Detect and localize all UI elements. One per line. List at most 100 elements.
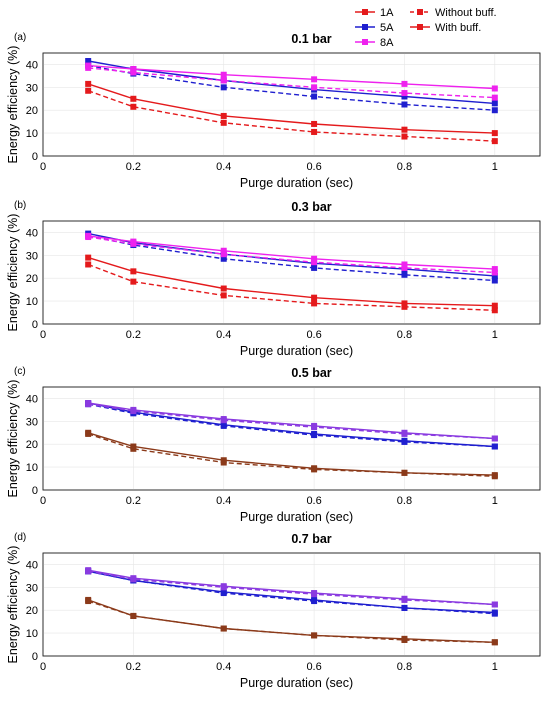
series-line xyxy=(88,570,495,614)
chart-panel: 0 10 20 30 40 0 0.2 0.4 0.6 0.8 1 (d) 0.7 bar Purge d… xyxy=(6,532,541,690)
data-point xyxy=(401,604,408,611)
data-point xyxy=(311,255,318,262)
series-group xyxy=(85,230,498,314)
x-tick-label: 0.2 xyxy=(126,329,141,341)
y-axis-label: Energy efficiency (%) xyxy=(6,380,20,498)
legend-entry: With buff. xyxy=(410,22,481,34)
series-line xyxy=(87,90,495,142)
series-line xyxy=(88,67,495,99)
series-line xyxy=(87,600,495,643)
data-point xyxy=(130,66,137,73)
y-tick-label: 20 xyxy=(26,105,38,117)
data-point xyxy=(220,119,227,126)
y-tick-label: 30 xyxy=(26,582,38,594)
legend-label: 5A xyxy=(380,22,394,34)
plot-frame xyxy=(42,220,541,325)
series-line xyxy=(88,569,495,606)
x-tick-label: 0.6 xyxy=(306,661,321,673)
legend-entry: Without buff. xyxy=(410,7,497,19)
data-point xyxy=(130,278,137,285)
legend-label: 1A xyxy=(380,7,394,19)
series-line xyxy=(88,402,495,448)
data-point xyxy=(311,259,318,266)
data-point xyxy=(401,261,408,268)
data-point xyxy=(85,58,92,65)
data-point xyxy=(220,625,227,632)
data-point xyxy=(401,596,408,603)
data-point xyxy=(491,107,498,114)
data-point xyxy=(311,76,318,83)
legend-entry: 5A xyxy=(355,22,394,34)
x-axis-label: Purge duration (sec) xyxy=(240,676,353,690)
data-point xyxy=(401,126,408,133)
panel-label: (c) xyxy=(14,366,26,377)
data-point xyxy=(130,445,137,452)
x-tick-label: 0 xyxy=(40,161,46,173)
data-point xyxy=(311,432,318,439)
series-line xyxy=(87,433,495,477)
y-tick-label: 10 xyxy=(26,128,38,140)
data-point xyxy=(130,612,137,619)
data-point xyxy=(130,408,137,415)
plot-area xyxy=(42,552,541,657)
x-tick-label: 0 xyxy=(40,661,46,673)
x-tick-label: 0.4 xyxy=(216,161,231,173)
data-point xyxy=(311,632,318,639)
x-tick-label: 0 xyxy=(40,495,46,507)
data-point xyxy=(220,285,227,292)
data-point xyxy=(401,271,408,278)
x-tick-label: 0.8 xyxy=(397,329,412,341)
x-tick-label: 1 xyxy=(492,495,498,507)
x-tick-label: 0.2 xyxy=(126,495,141,507)
plot-area xyxy=(42,386,541,491)
data-point xyxy=(85,598,92,605)
data-point xyxy=(401,636,408,643)
y-tick-label: 0 xyxy=(32,651,38,663)
data-point xyxy=(311,264,318,271)
data-point xyxy=(491,610,498,617)
data-point xyxy=(491,130,498,137)
y-tick-label: 20 xyxy=(26,605,38,617)
x-tick-label: 0.6 xyxy=(306,161,321,173)
data-point xyxy=(491,269,498,276)
y-axis-label: Energy efficiency (%) xyxy=(6,546,20,664)
data-point xyxy=(491,639,498,646)
series-line xyxy=(88,235,495,270)
data-point xyxy=(85,430,92,437)
x-tick-label: 0.2 xyxy=(126,161,141,173)
data-point xyxy=(401,101,408,108)
plot-frame xyxy=(42,552,541,657)
chart-panel: 0 10 20 30 40 0 0.2 0.4 0.6 0.8 1 (b) 0.3 bar Purge d… xyxy=(6,200,541,358)
data-point xyxy=(401,303,408,310)
plot-area xyxy=(42,220,541,325)
data-point xyxy=(220,84,227,91)
data-point xyxy=(401,438,408,445)
legend-entry: 8A xyxy=(355,37,394,49)
data-point xyxy=(491,473,498,480)
data-point xyxy=(311,294,318,301)
data-point xyxy=(220,247,227,254)
y-tick-label: 20 xyxy=(26,273,38,285)
legend-marker xyxy=(362,39,368,45)
data-point xyxy=(491,302,498,309)
data-point xyxy=(220,417,227,424)
data-point xyxy=(491,601,498,608)
series-line xyxy=(88,570,495,606)
data-point xyxy=(85,64,92,71)
data-point xyxy=(220,112,227,119)
y-tick-label: 40 xyxy=(26,59,38,71)
series-line xyxy=(87,432,495,476)
legend-marker xyxy=(362,24,368,30)
y-tick-label: 30 xyxy=(26,82,38,94)
data-point xyxy=(85,568,92,575)
panel-title: 0.1 bar xyxy=(291,32,331,46)
data-point xyxy=(311,598,318,605)
panel-label: (d) xyxy=(14,532,26,543)
series-group xyxy=(85,567,498,646)
data-point xyxy=(130,95,137,102)
data-point xyxy=(491,138,498,145)
series-line xyxy=(88,402,495,440)
data-point xyxy=(85,254,92,261)
data-point xyxy=(85,87,92,94)
